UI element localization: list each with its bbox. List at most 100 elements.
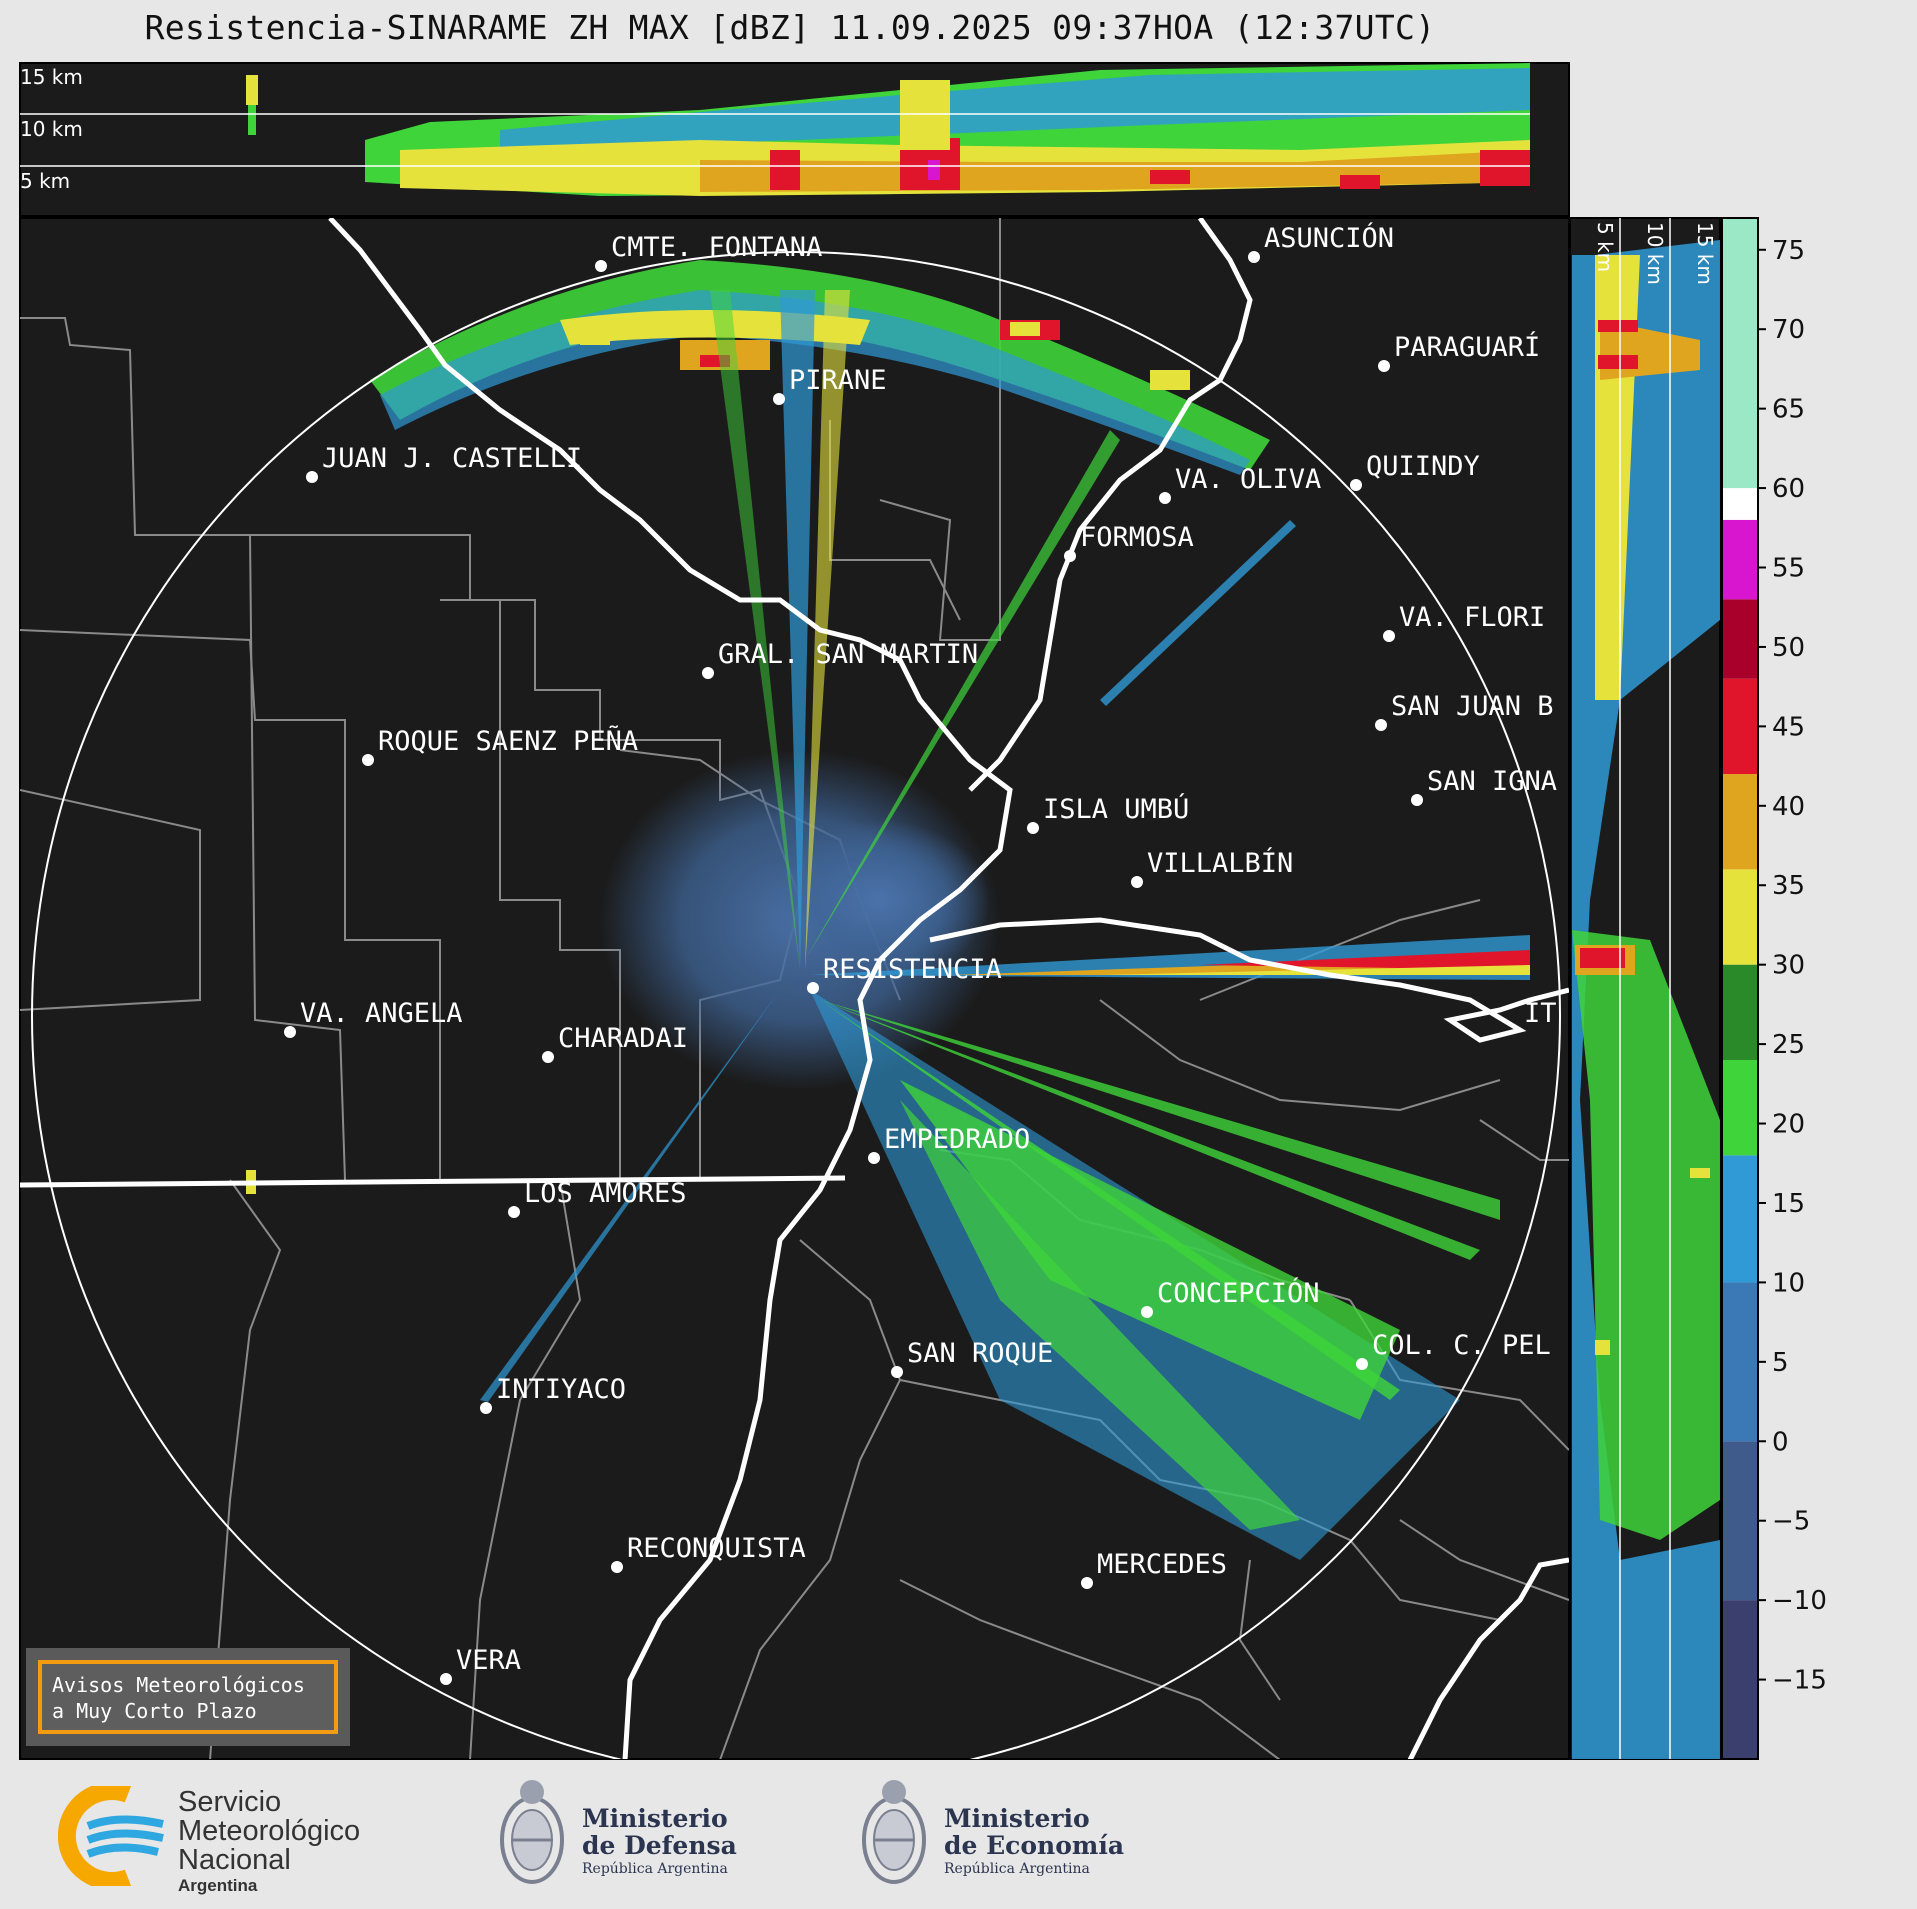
warning-line-1: Avisos Meteorológicos [52, 1673, 305, 1697]
altitude-label-10km: 10 km [20, 117, 83, 141]
economia-line-1: Ministerio [944, 1804, 1090, 1833]
place-marker-va-flori [1383, 630, 1395, 642]
place-label-formosa: FORMOSA [1080, 522, 1194, 553]
place-label-paraguar: PARAGUARÍ [1394, 331, 1540, 363]
place-label-juan-j-castelli: JUAN J. CASTELLI [322, 443, 582, 474]
place-label-san-juan-b: SAN JUAN B [1391, 691, 1554, 722]
place-label-concepci-n: CONCEPCIÓN [1157, 1277, 1320, 1309]
place-marker-reconquista [611, 1561, 623, 1573]
economia-logo-text: Ministerio de Economía República Argenti… [944, 1805, 1124, 1879]
place-marker-san-roque [891, 1366, 903, 1378]
place-marker-concepci-n [1141, 1306, 1153, 1318]
place-label-villalb-n: VILLALBÍN [1147, 847, 1293, 879]
smn-line-3: Nacional [178, 1844, 291, 1876]
smn-logo-text: Servicio Meteorológico Nacional Argentin… [178, 1788, 360, 1897]
place-label-va-angela: VA. ANGELA [300, 998, 463, 1029]
place-marker-va-angela [284, 1026, 296, 1038]
smn-logo-icon [58, 1786, 164, 1886]
place-label-reconquista: RECONQUISTA [627, 1533, 806, 1564]
colorbar-band [1722, 1059, 1758, 1156]
place-marker-vera [440, 1673, 452, 1685]
place-label-vera: VERA [456, 1645, 521, 1676]
smn-line-2: Meteorológico [178, 1815, 361, 1847]
colorbar-tick-label: 35 [1772, 871, 1805, 901]
place-label-va-oliva: VA. OLIVA [1175, 464, 1321, 495]
very-short-term-warnings-button[interactable]: Avisos Meteorológicos a Muy Corto Plazo [26, 1648, 350, 1746]
colorbar-tick-label: 10 [1772, 1268, 1805, 1298]
colorbar-band [1722, 774, 1758, 870]
colorbar-tick-label: 60 [1772, 474, 1805, 504]
smn-line-1: Servicio [178, 1786, 282, 1818]
smn-line-4: Argentina [178, 1876, 258, 1895]
place-marker-formosa [1064, 550, 1076, 562]
place-label-charadai: CHARADAI [558, 1023, 688, 1054]
place-label-it: IT [1524, 998, 1557, 1029]
side-altitude-label-15km: 15 km [1693, 222, 1717, 285]
place-label-mercedes: MERCEDES [1097, 1549, 1227, 1580]
place-marker-col-c-pel [1356, 1358, 1368, 1370]
range-ring [31, 251, 1561, 1759]
place-marker-resistencia [807, 982, 819, 994]
economia-line-3: República Argentina [944, 1861, 1090, 1877]
place-label-resistencia: RESISTENCIA [823, 954, 1002, 985]
place-marker-pirane [773, 393, 785, 405]
economia-line-2: de Economía [944, 1831, 1125, 1860]
defensa-line-2: de Defensa [582, 1831, 737, 1860]
altitude-label-5km: 5 km [20, 169, 70, 193]
colorbar-band [1722, 1155, 1758, 1283]
colorbar-tick-label: 5 [1772, 1348, 1789, 1378]
place-label-los-amores: LOS AMORES [524, 1178, 687, 1209]
place-label-san-roque: SAN ROQUE [907, 1338, 1053, 1369]
place-label-quiindy: QUIINDY [1366, 451, 1480, 482]
altitude-label-15km: 15 km [20, 65, 83, 89]
rivers-borders [20, 218, 1569, 1759]
place-marker-asunci-n [1248, 251, 1260, 263]
footer-logos: Servicio Meteorológico Nacional Argentin… [0, 1760, 1917, 1909]
place-label-va-flori: VA. FLORI [1399, 602, 1545, 633]
colorbar-tick-label: 40 [1772, 792, 1805, 822]
map-title: Resistencia-SINARAME ZH MAX [dBZ] 11.09.… [144, 8, 1436, 47]
warning-line-2: a Muy Corto Plazo [52, 1699, 257, 1723]
place-labels: CMTE. FONTANA ASUNCIÓN PARAGUARÍ PIRANE JUAN… [284, 222, 1557, 1685]
place-label-asunci-n: ASUNCIÓN [1264, 222, 1394, 254]
colorbar-tick-label: 50 [1772, 633, 1805, 663]
colorbar-tick-label: 55 [1772, 554, 1805, 584]
colorbar-band [1722, 519, 1758, 600]
colorbar-band [1722, 1441, 1758, 1601]
place-marker-san-igna [1411, 794, 1423, 806]
place-marker-va-oliva [1159, 492, 1171, 504]
colorbar-tick-label: 75 [1772, 236, 1805, 266]
colorbar-tick-label: 0 [1772, 1427, 1789, 1457]
colorbar-band [1722, 678, 1758, 775]
place-marker-juan-j-castelli [306, 471, 318, 483]
main-radar-map: CMTE. FONTANA ASUNCIÓN PARAGUARÍ PIRANE JUAN… [19, 217, 1570, 1760]
place-marker-intiyaco [480, 1402, 492, 1414]
place-marker-quiindy [1350, 479, 1362, 491]
colorbar-band [1722, 1282, 1758, 1442]
colorbar-band [1722, 1600, 1758, 1759]
colorbar-band [1722, 964, 1758, 1060]
place-marker-paraguar [1378, 360, 1390, 372]
colorbar-tick-label: −15 [1772, 1666, 1827, 1696]
place-marker-los-amores [508, 1206, 520, 1218]
side-cross-section-panel: 5 km 10 km 15 km [1569, 217, 1721, 1760]
top-cross-section-panel: 15 km 10 km 5 km [19, 62, 1570, 217]
colorbar-tick-label: −5 [1772, 1507, 1810, 1537]
colorbar-tick-label: 45 [1772, 712, 1805, 742]
colorbar-band [1722, 599, 1758, 679]
place-marker-charadai [542, 1051, 554, 1063]
colorbar-band [1722, 218, 1758, 489]
colorbar-band [1722, 488, 1758, 520]
colorbar-band [1722, 869, 1758, 965]
place-marker-gral-san-martin [702, 667, 714, 679]
colorbar-tick-label: 70 [1772, 315, 1805, 345]
place-marker-roque-saenz-pe-a [362, 754, 374, 766]
colorbar-tick-label: 15 [1772, 1189, 1805, 1219]
colorbar-tick-label: 65 [1772, 395, 1805, 425]
place-label-pirane: PIRANE [789, 365, 887, 396]
place-marker-empedrado [868, 1152, 880, 1164]
colorbar-tick-label: 25 [1772, 1030, 1805, 1060]
place-label-isla-umb: ISLA UMBÚ [1043, 793, 1189, 825]
